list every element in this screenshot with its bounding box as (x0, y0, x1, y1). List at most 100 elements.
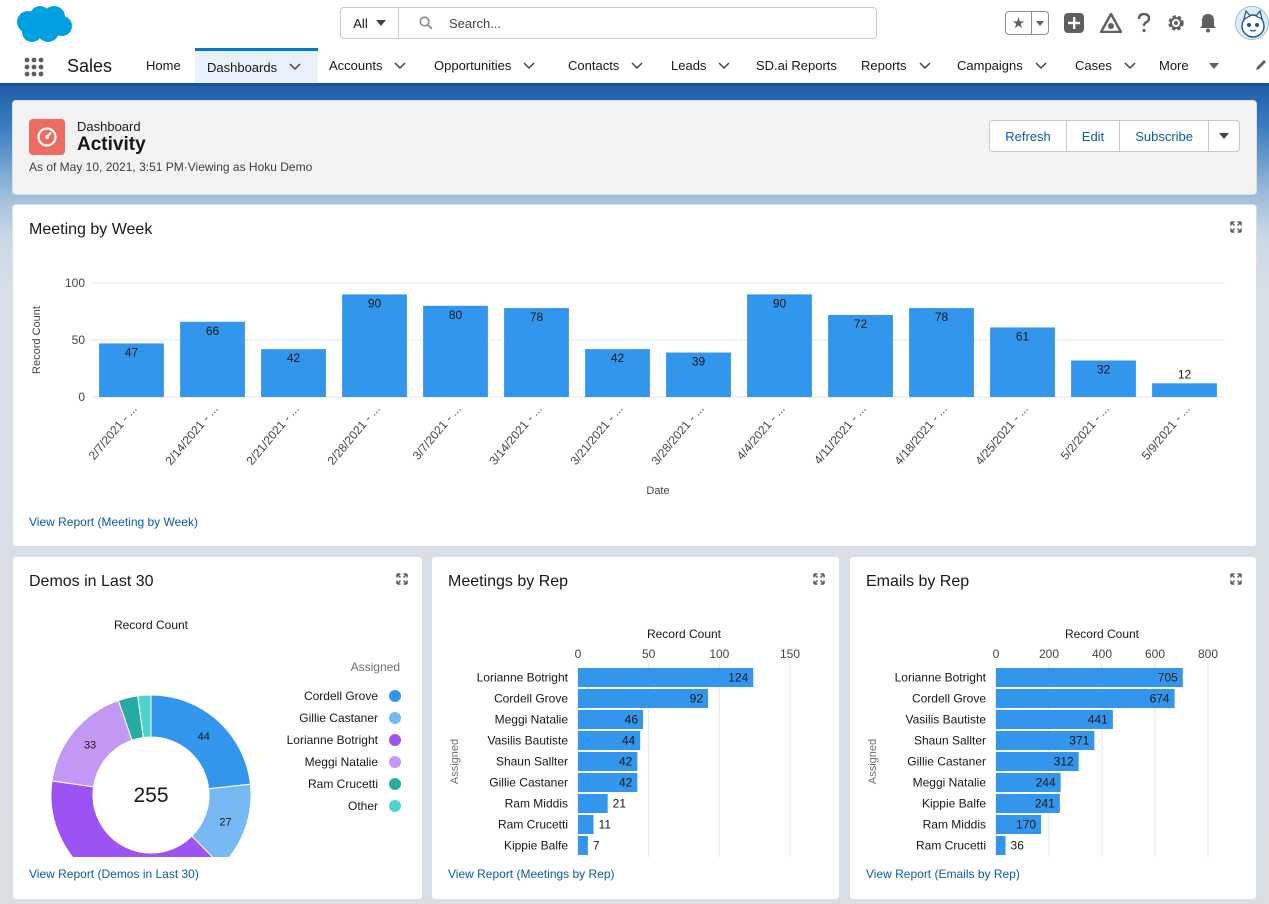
salesforce-logo[interactable] (14, 4, 74, 44)
nav-tab-leads[interactable]: Leads (671, 48, 730, 83)
data-label: 44 (622, 734, 636, 748)
nav-tab-reports[interactable]: Reports (861, 48, 931, 83)
help-icon[interactable] (1131, 10, 1157, 36)
bar (996, 710, 1113, 729)
nav-tab-label: Home (146, 58, 181, 73)
nav-tab-more[interactable]: More (1159, 48, 1219, 83)
search-input[interactable] (449, 15, 849, 31)
nav-tab-campaigns[interactable]: Campaigns (957, 48, 1047, 83)
demos-donut-chart: Record Count44277533255AssignedCordell G… (50, 618, 401, 857)
chevron-down-icon[interactable] (289, 63, 301, 71)
view-report-link[interactable]: View Report (Emails by Rep) (866, 867, 1020, 881)
nav-tab-opportunities[interactable]: Opportunities (434, 48, 535, 83)
favorites-button[interactable]: ★ (1005, 11, 1049, 35)
dashboard-actions: Refresh Edit Subscribe (989, 120, 1240, 152)
nav-tab-home[interactable]: Home (134, 48, 193, 83)
widget-meetings-by-rep: Meetings by Rep Record Count 0 50 100 150 Ass… (431, 556, 840, 900)
legend-label: Lorianne Botright (287, 733, 379, 747)
more-actions-button[interactable] (1209, 121, 1239, 151)
nav-tab-label: Accounts (329, 58, 383, 73)
x-tick-label: 200 (1039, 647, 1059, 661)
bar (828, 314, 893, 397)
expand-icon[interactable] (1230, 573, 1242, 585)
chevron-down-icon[interactable] (1035, 61, 1047, 70)
donut-slice (191, 783, 252, 857)
legend-swatch (389, 756, 401, 768)
bar (261, 349, 326, 397)
legend-swatch (389, 712, 401, 724)
legend-swatch (389, 690, 401, 702)
bar (996, 773, 1061, 792)
expand-icon[interactable] (396, 573, 408, 585)
nav-tab-accounts[interactable]: Accounts (329, 48, 407, 83)
y-tick-label: Shaun Sallter (496, 755, 568, 769)
legend-label: Meggi Natalie (305, 755, 379, 769)
chevron-down-icon[interactable] (718, 61, 730, 70)
subscribe-button[interactable]: Subscribe (1120, 121, 1209, 151)
bar (996, 731, 1095, 750)
nav-tab-dashboards[interactable]: Dashboards (195, 48, 318, 83)
bar (996, 815, 1042, 834)
data-label: 674 (1150, 692, 1170, 706)
nav-tab-contacts[interactable]: Contacts (568, 48, 643, 83)
y-tick-label: Ram Middis (505, 797, 568, 811)
view-report-link[interactable]: View Report (Meetings by Rep) (448, 867, 615, 881)
bar (578, 752, 638, 771)
notifications-bell-icon[interactable] (1195, 10, 1221, 36)
bar (578, 794, 608, 813)
gear-icon[interactable] (1163, 10, 1189, 36)
data-label: 241 (1035, 797, 1055, 811)
global-actions-icon[interactable] (1061, 10, 1087, 36)
bar (504, 308, 569, 397)
x-tick-label: 0 (575, 647, 582, 661)
bar (578, 668, 754, 687)
chart-title: Record Count (1065, 627, 1140, 641)
widget-title: Meeting by Week (29, 221, 153, 238)
nav-tab-cases[interactable]: Cases (1075, 48, 1136, 83)
user-avatar[interactable] (1235, 6, 1269, 40)
bar (578, 836, 588, 855)
edit-nav-pencil-icon[interactable] (1254, 58, 1268, 72)
bar (990, 327, 1055, 397)
chevron-down-icon[interactable] (394, 61, 407, 70)
page-title: Activity (77, 134, 146, 155)
refresh-button[interactable]: Refresh (990, 121, 1067, 151)
dashboard-type-label: Dashboard (77, 119, 141, 134)
view-report-link[interactable]: View Report (Meeting by Week) (29, 515, 198, 529)
edit-button[interactable]: Edit (1067, 121, 1121, 151)
nav-tab-label: More (1159, 58, 1189, 73)
app-launcher-icon[interactable] (24, 57, 44, 77)
search-scope-dropdown[interactable]: All (341, 8, 399, 38)
caret-down-icon (1036, 20, 1044, 26)
chevron-down-icon[interactable] (919, 61, 931, 70)
expand-icon[interactable] (813, 573, 825, 585)
bar (578, 731, 641, 750)
legend-swatch (389, 734, 401, 746)
x-tick-label: 2/7/2021 - ... (86, 402, 140, 463)
chevron-down-icon[interactable] (523, 61, 535, 70)
chevron-down-icon[interactable] (1124, 61, 1136, 70)
x-tick-label: 4/25/2021 - ... (972, 402, 1030, 468)
chevron-down-icon[interactable] (631, 61, 643, 70)
data-label: 90 (368, 296, 382, 310)
data-label: 371 (1069, 734, 1089, 748)
x-tick-label: 3/21/2021 - ... (567, 402, 625, 468)
y-tick-label: 0 (78, 390, 85, 404)
data-label: 42 (619, 755, 633, 769)
data-label: 47 (125, 345, 139, 359)
app-name: Sales (67, 56, 113, 76)
y-tick-label: Vasilis Bautiste (906, 713, 987, 727)
legend-swatch (389, 778, 401, 790)
dashboard-workspace: Dashboard Activity As of May 10, 2021, 3… (0, 86, 1269, 904)
chart-title: Record Count (114, 618, 189, 632)
x-tick-label: 4/18/2021 - ... (891, 402, 949, 468)
slice-label: 44 (198, 731, 210, 743)
x-tick-label: 2/28/2021 - ... (324, 402, 382, 468)
favorites-list-caret[interactable] (1032, 12, 1048, 34)
nav-tab-label: SD.ai Reports (756, 58, 837, 73)
view-report-link[interactable]: View Report (Demos in Last 30) (29, 867, 199, 881)
star-icon[interactable]: ★ (1006, 12, 1032, 34)
expand-icon[interactable] (1230, 221, 1242, 233)
nav-tab-sd-ai-reports[interactable]: SD.ai Reports (756, 48, 837, 83)
trailhead-icon[interactable] (1098, 10, 1124, 36)
